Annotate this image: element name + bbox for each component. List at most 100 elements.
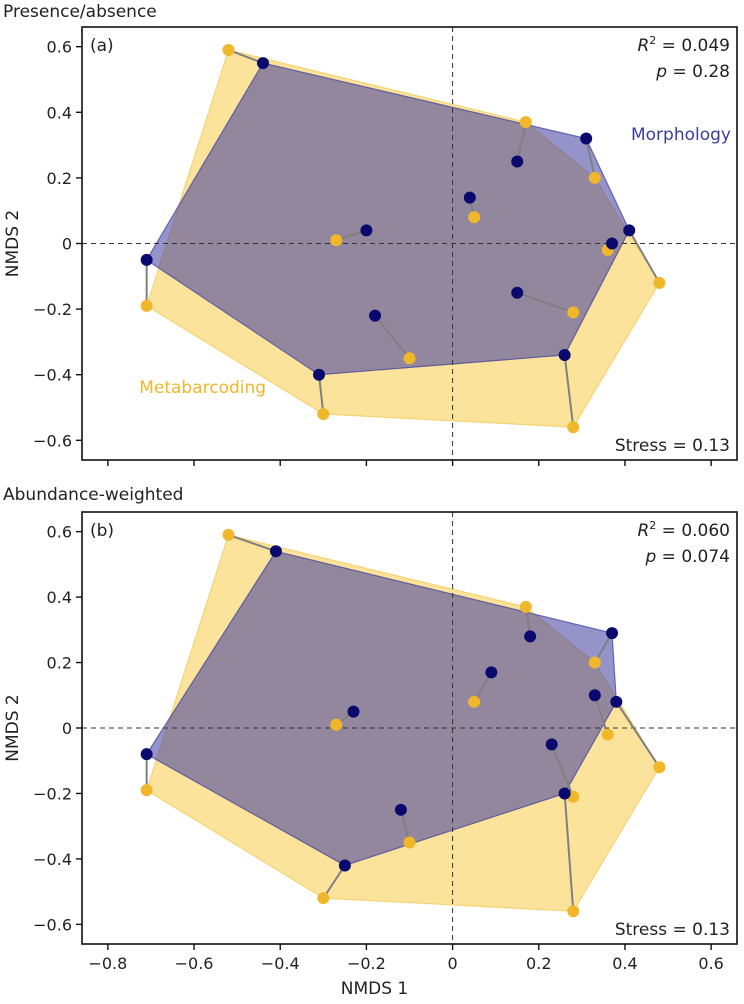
metabarcoding-point xyxy=(653,761,666,774)
y-tick-label: 0.4 xyxy=(47,103,72,122)
connector-line xyxy=(550,743,575,798)
metabarcoding-point xyxy=(140,299,153,312)
y-tick-label: 0.6 xyxy=(47,38,72,57)
x-tick-label: −0.2 xyxy=(347,954,386,973)
connector-line xyxy=(563,354,575,428)
morphology-point xyxy=(545,738,558,751)
x-tick-label: −0.8 xyxy=(88,954,127,973)
r-squared-text: R2 = 0.049 xyxy=(637,34,730,56)
morphology-point xyxy=(338,859,351,872)
metabarcoding-point xyxy=(222,528,235,541)
connector-line xyxy=(563,793,575,912)
connector-line xyxy=(615,701,661,768)
stress-text: Stress = 0.13 xyxy=(615,920,730,940)
morphology-point xyxy=(580,132,593,145)
metabarcoding-point xyxy=(588,171,601,184)
y-tick-label: 0.2 xyxy=(47,654,72,673)
panel-b: Abundance-weighted −0.6 −0.4 −0.2 0 0.2 0.4 0.6… xyxy=(3,485,738,973)
morphology-point xyxy=(623,224,636,237)
connector-line xyxy=(516,121,527,162)
metabarcoding-point xyxy=(567,306,580,319)
y-tick-label: −0.4 xyxy=(33,850,72,869)
p-value-text: p = 0.074 xyxy=(644,547,730,567)
morphology-point xyxy=(558,349,571,362)
metabarcoding-point xyxy=(403,836,416,849)
metabarcoding-point xyxy=(567,421,580,434)
panel-title: Presence/absence xyxy=(3,2,157,22)
morphology-point xyxy=(140,253,153,266)
metabarcoding-point xyxy=(588,656,601,669)
morphology-point xyxy=(463,191,476,204)
x-tick-label: −0.6 xyxy=(175,954,214,973)
morphology-point xyxy=(256,57,269,70)
morphology-point xyxy=(269,545,282,558)
morphology-point xyxy=(610,695,623,708)
r-squared-text: R2 = 0.060 xyxy=(637,519,730,541)
x-tick-label: 0.6 xyxy=(698,954,723,973)
metabarcoding-label: Metabarcoding xyxy=(139,378,266,398)
morphology-point xyxy=(394,803,407,816)
panel-label: (b) xyxy=(90,521,114,541)
y-tick-label: −0.2 xyxy=(33,300,72,319)
panel-title: Abundance-weighted xyxy=(3,485,183,505)
metabarcoding-point xyxy=(567,905,580,918)
panel-label: (a) xyxy=(90,36,114,56)
y-tick-label: 0.2 xyxy=(47,169,72,188)
y-tick-label: −0.6 xyxy=(33,431,72,450)
morphology-point xyxy=(511,286,524,299)
morphology-point xyxy=(313,368,326,381)
metabarcoding-point xyxy=(222,43,235,56)
morphology-point xyxy=(524,630,537,643)
connector-line xyxy=(228,49,264,65)
connector-line xyxy=(516,291,574,314)
y-tick-label: 0.4 xyxy=(47,588,72,607)
connector-line xyxy=(628,229,661,284)
connector-line xyxy=(318,374,325,415)
y-tick-label: 0 xyxy=(62,235,72,254)
morphology-point xyxy=(140,748,153,761)
metabarcoding-point xyxy=(519,116,532,129)
p-value-text: p = 0.28 xyxy=(655,62,730,82)
metabarcoding-point xyxy=(330,718,343,731)
y-tick-label: −0.6 xyxy=(33,915,72,934)
x-tick-label: 0.4 xyxy=(612,954,637,973)
x-axis-label: NMDS 1 xyxy=(341,979,409,999)
connector-line xyxy=(585,138,596,179)
metabarcoding-point xyxy=(653,276,666,289)
y-axis-label: NMDS 2 xyxy=(3,694,23,762)
morphology-label: Morphology xyxy=(631,125,731,145)
morphology-point xyxy=(360,224,373,237)
morphology-point xyxy=(511,155,524,168)
morphology-point xyxy=(588,689,601,702)
stress-text: Stress = 0.13 xyxy=(615,436,730,456)
metabarcoding-point xyxy=(601,728,614,741)
y-tick-label: 0.6 xyxy=(47,523,72,542)
morphology-point xyxy=(347,705,360,718)
metabarcoding-point xyxy=(317,892,330,905)
y-tick-label: 0 xyxy=(62,719,72,738)
connector-line xyxy=(322,864,346,899)
metabarcoding-point xyxy=(317,408,330,421)
metabarcoding-point xyxy=(468,211,481,224)
y-tick-label: −0.2 xyxy=(33,784,72,803)
y-tick-label: −0.4 xyxy=(33,366,72,385)
y-axis-label: NMDS 2 xyxy=(3,210,23,278)
morphology-point xyxy=(369,309,382,322)
metabarcoding-point xyxy=(468,695,481,708)
metabarcoding-point xyxy=(519,600,532,613)
metabarcoding-point xyxy=(330,234,343,247)
connector-line xyxy=(228,533,277,553)
x-tick-label: 0 xyxy=(447,954,457,973)
panel-a: Presence/absence −0.6 −0.4 −0.2 0 0.2 0.4 0.6 NM… xyxy=(3,2,738,466)
morphology-point xyxy=(485,666,498,679)
x-tick-label: 0.2 xyxy=(526,954,551,973)
metabarcoding-point xyxy=(403,352,416,365)
morphology-point xyxy=(606,237,619,250)
morphology-point xyxy=(558,787,571,800)
connector-line xyxy=(374,315,411,359)
connector-line xyxy=(593,694,609,735)
metabarcoding-point xyxy=(140,784,153,797)
x-tick-label: −0.4 xyxy=(261,954,300,973)
